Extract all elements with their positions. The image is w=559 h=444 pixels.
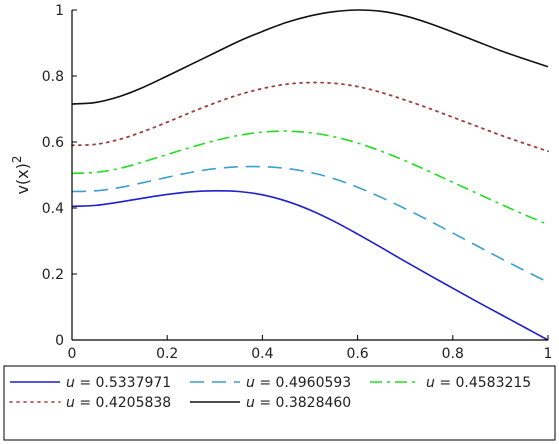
series-line-5 (71, 9, 549, 105)
x-tick-label: 1 (544, 346, 553, 362)
y-axis-title-base: v(x) (13, 163, 32, 194)
legend-label-2: u = 0.4960593 (246, 375, 351, 391)
series-line-2 (71, 165, 549, 283)
series-line-3 (71, 130, 549, 226)
legend-label-4: u = 0.4205838 (66, 395, 171, 411)
legend: u = 0.5337971 u = 0.4960593 u = 0.4583215 u… (3, 365, 556, 441)
series-line-4 (71, 81, 549, 153)
y-tick-label: 1 (55, 3, 64, 19)
legend-label-3: u = 0.4583215 (426, 375, 531, 391)
legend-box (3, 365, 556, 441)
y-axis-title-exponent: 2 (10, 155, 24, 163)
x-tick-label: 0 (68, 346, 77, 362)
x-ticks: 0 0.2 0.4 0.6 0.8 1 (68, 335, 553, 362)
legend-label-1: u = 0.5337971 (66, 375, 171, 391)
series-line-1 (71, 190, 549, 341)
x-tick-label: 0.6 (346, 346, 368, 362)
y-tick-label: 0 (55, 333, 64, 349)
y-tick-label: 0.8 (42, 69, 64, 85)
x-tick-label: 0.8 (442, 346, 464, 362)
y-axis-title: v(x)2 (10, 155, 32, 194)
plot-lines (71, 9, 549, 341)
legend-label-5: u = 0.3828460 (246, 395, 351, 411)
y-tick-label: 0.6 (42, 135, 64, 151)
y-tick-label: 0.2 (42, 267, 64, 283)
x-tick-label: 0.4 (251, 346, 273, 362)
x-tick-label: 0.2 (156, 346, 178, 362)
y-ticks: 0 0.2 0.4 0.6 0.8 1 (42, 3, 77, 349)
y-tick-label: 0.4 (42, 201, 64, 217)
